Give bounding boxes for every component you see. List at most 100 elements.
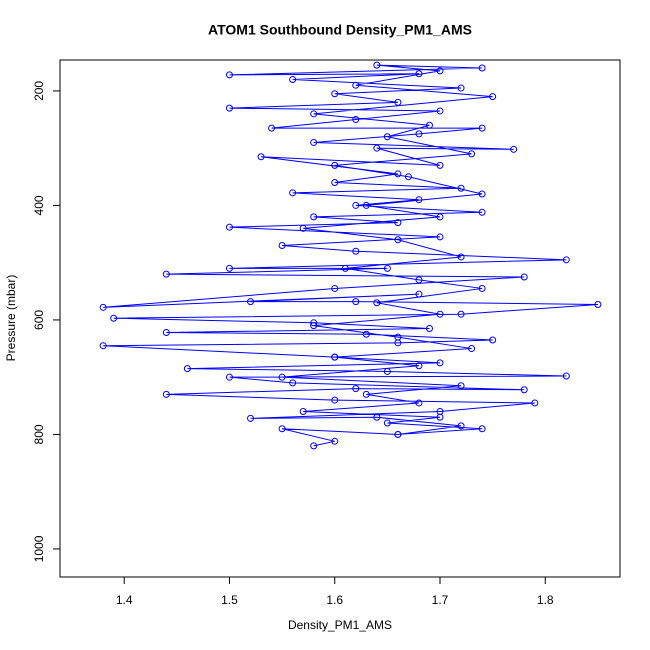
data-point bbox=[415, 290, 423, 298]
data-point bbox=[415, 276, 423, 284]
data-point bbox=[362, 390, 370, 398]
data-point bbox=[457, 422, 465, 430]
data-point bbox=[225, 71, 233, 79]
data-point bbox=[331, 161, 339, 169]
data-point bbox=[247, 414, 255, 422]
data-point bbox=[436, 359, 444, 367]
data-point bbox=[457, 184, 465, 192]
x-tick-label: 1.8 bbox=[537, 593, 554, 607]
x-tick-label: 1.4 bbox=[116, 593, 133, 607]
data-point bbox=[415, 70, 423, 78]
data-point bbox=[352, 298, 360, 306]
y-tick-label: 1000 bbox=[32, 535, 46, 562]
data-point bbox=[436, 213, 444, 221]
data-point bbox=[289, 189, 297, 197]
data-point bbox=[373, 413, 381, 421]
data-point bbox=[247, 298, 255, 306]
data-point bbox=[331, 437, 339, 445]
data-point bbox=[404, 173, 412, 181]
data-point bbox=[268, 124, 276, 132]
data-point bbox=[478, 208, 486, 216]
x-tick-label: 1.6 bbox=[326, 593, 343, 607]
data-point bbox=[468, 345, 476, 353]
data-point bbox=[289, 75, 297, 83]
data-point bbox=[362, 330, 370, 338]
data-point bbox=[352, 116, 360, 124]
data-point bbox=[415, 130, 423, 138]
data-point bbox=[562, 372, 570, 380]
data-point bbox=[415, 399, 423, 407]
data-point bbox=[383, 367, 391, 375]
data-point bbox=[373, 299, 381, 307]
data-point bbox=[352, 247, 360, 255]
data-point bbox=[478, 124, 486, 132]
data-point bbox=[562, 256, 570, 264]
data-point bbox=[99, 342, 107, 350]
data-point bbox=[310, 442, 318, 450]
data-point bbox=[436, 161, 444, 169]
data-point bbox=[278, 425, 286, 433]
data-point bbox=[310, 110, 318, 118]
data-point bbox=[478, 284, 486, 292]
data-point bbox=[373, 144, 381, 152]
data-point bbox=[436, 107, 444, 115]
data-point bbox=[257, 153, 265, 161]
data-point bbox=[415, 196, 423, 204]
data-point bbox=[415, 362, 423, 370]
data-line bbox=[103, 64, 598, 447]
data-point bbox=[331, 90, 339, 98]
data-point bbox=[383, 133, 391, 141]
data-point bbox=[457, 84, 465, 92]
data-point bbox=[162, 329, 170, 337]
data-point bbox=[520, 386, 528, 394]
data-point bbox=[278, 242, 286, 250]
data-point bbox=[531, 399, 539, 407]
chart-title: ATOM1 Southbound Density_PM1_AMS bbox=[208, 22, 472, 38]
data-point bbox=[352, 201, 360, 209]
data-point bbox=[225, 223, 233, 231]
data-point bbox=[394, 98, 402, 106]
data-point bbox=[436, 413, 444, 421]
data-point bbox=[383, 264, 391, 272]
y-tick-label: 800 bbox=[32, 424, 46, 444]
data-point bbox=[310, 322, 318, 330]
x-axis-label: Density_PM1_AMS bbox=[288, 618, 392, 632]
data-point bbox=[457, 310, 465, 318]
x-tick-label: 1.7 bbox=[432, 593, 449, 607]
data-point bbox=[225, 373, 233, 381]
data-point bbox=[99, 303, 107, 311]
data-point bbox=[478, 190, 486, 198]
data-point bbox=[510, 145, 518, 153]
data-point bbox=[278, 373, 286, 381]
data-point bbox=[341, 264, 349, 272]
data-point bbox=[489, 93, 497, 101]
data-point bbox=[162, 390, 170, 398]
plot-area bbox=[99, 61, 602, 450]
data-point bbox=[183, 365, 191, 373]
data-point bbox=[225, 104, 233, 112]
data-point bbox=[468, 150, 476, 158]
data-point bbox=[299, 224, 307, 232]
data-point bbox=[457, 253, 465, 261]
data-point bbox=[225, 264, 233, 272]
plot-frame bbox=[59, 59, 621, 578]
data-point bbox=[331, 179, 339, 187]
data-point bbox=[436, 310, 444, 318]
data-point bbox=[457, 382, 465, 390]
y-tick-label: 600 bbox=[32, 310, 46, 330]
data-point bbox=[110, 314, 118, 322]
data-point bbox=[436, 233, 444, 241]
data-point bbox=[394, 430, 402, 438]
y-axis-label: Pressure (mbar) bbox=[4, 275, 18, 362]
data-point bbox=[162, 270, 170, 278]
data-point bbox=[425, 325, 433, 333]
data-point bbox=[489, 336, 497, 344]
data-point bbox=[310, 213, 318, 221]
data-point bbox=[352, 385, 360, 393]
data-point bbox=[478, 425, 486, 433]
data-point bbox=[362, 201, 370, 209]
data-point bbox=[331, 284, 339, 292]
data-point bbox=[436, 67, 444, 75]
